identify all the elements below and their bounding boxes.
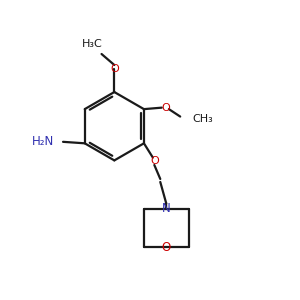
Text: N: N: [162, 202, 171, 215]
Text: H₂N: H₂N: [32, 135, 54, 148]
Text: CH₃: CH₃: [192, 114, 213, 124]
Text: O: O: [150, 156, 159, 166]
Text: O: O: [162, 241, 171, 254]
Text: O: O: [161, 103, 170, 112]
Text: O: O: [110, 64, 119, 74]
Text: H₃C: H₃C: [82, 39, 103, 49]
